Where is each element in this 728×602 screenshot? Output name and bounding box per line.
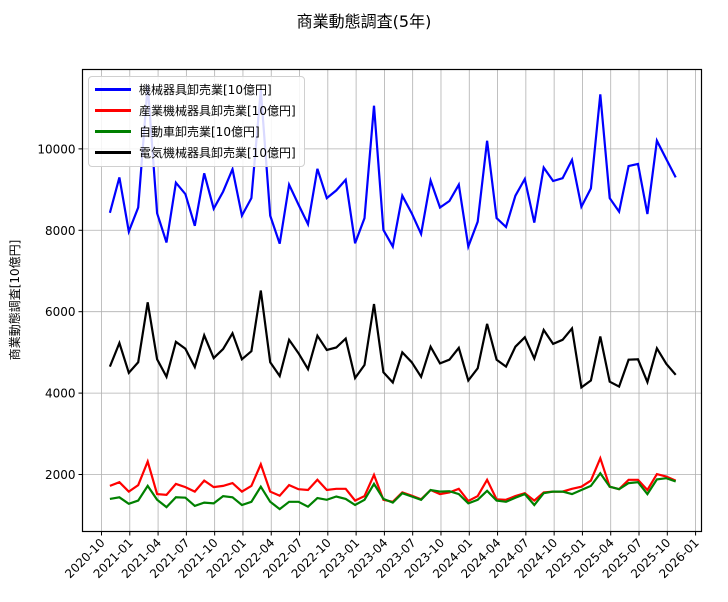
y-axis-ticks: 2000 4000 6000 8000 10000 <box>37 142 83 482</box>
y-tick-label: 10000 <box>37 142 75 156</box>
y-tick-label: 8000 <box>45 224 76 238</box>
legend: 機械器具卸売業[10億円] 産業機械器具卸売業[10億円] 自動車卸売業[10億円]… <box>88 76 305 167</box>
legend-swatch <box>95 88 131 91</box>
data-lines <box>108 84 677 511</box>
legend-label: 産業機械器具卸売業[10億円] <box>139 104 296 118</box>
y-tick-label: 6000 <box>45 305 76 319</box>
series-line-3 <box>108 290 677 390</box>
series-line-0 <box>108 84 677 251</box>
y-axis-label: 商業動態調査[10億円] <box>7 240 22 361</box>
legend-item: 機械器具卸売業[10億円] <box>95 79 296 100</box>
legend-label: 電気機械器具卸売業[10億円] <box>139 146 296 160</box>
y-tick-label: 2000 <box>45 468 76 482</box>
axes-frame <box>81 68 703 533</box>
y-tick-label: 4000 <box>45 387 76 401</box>
legend-swatch <box>95 130 131 133</box>
legend-label: 自動車卸売業[10億円] <box>139 125 260 139</box>
x-axis-ticks: 2020-102021-012021-042021-072021-102022-… <box>62 531 702 581</box>
legend-label: 機械器具卸売業[10億円] <box>139 83 272 97</box>
chart-title: 商業動態調査(5年) <box>296 12 432 31</box>
legend-swatch <box>95 151 131 154</box>
series-line-2 <box>109 471 677 511</box>
legend-item: 産業機械器具卸売業[10億円] <box>95 100 296 121</box>
legend-swatch <box>95 109 131 112</box>
legend-item: 自動車卸売業[10億円] <box>95 121 296 142</box>
series-line-1 <box>109 455 677 503</box>
legend-item: 電気機械器具卸売業[10億円] <box>95 142 296 163</box>
